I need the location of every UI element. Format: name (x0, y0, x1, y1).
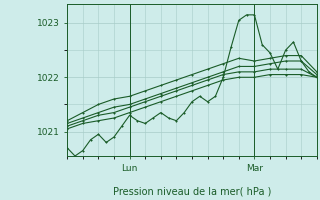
Text: Pression niveau de la mer( hPa ): Pression niveau de la mer( hPa ) (113, 186, 271, 196)
